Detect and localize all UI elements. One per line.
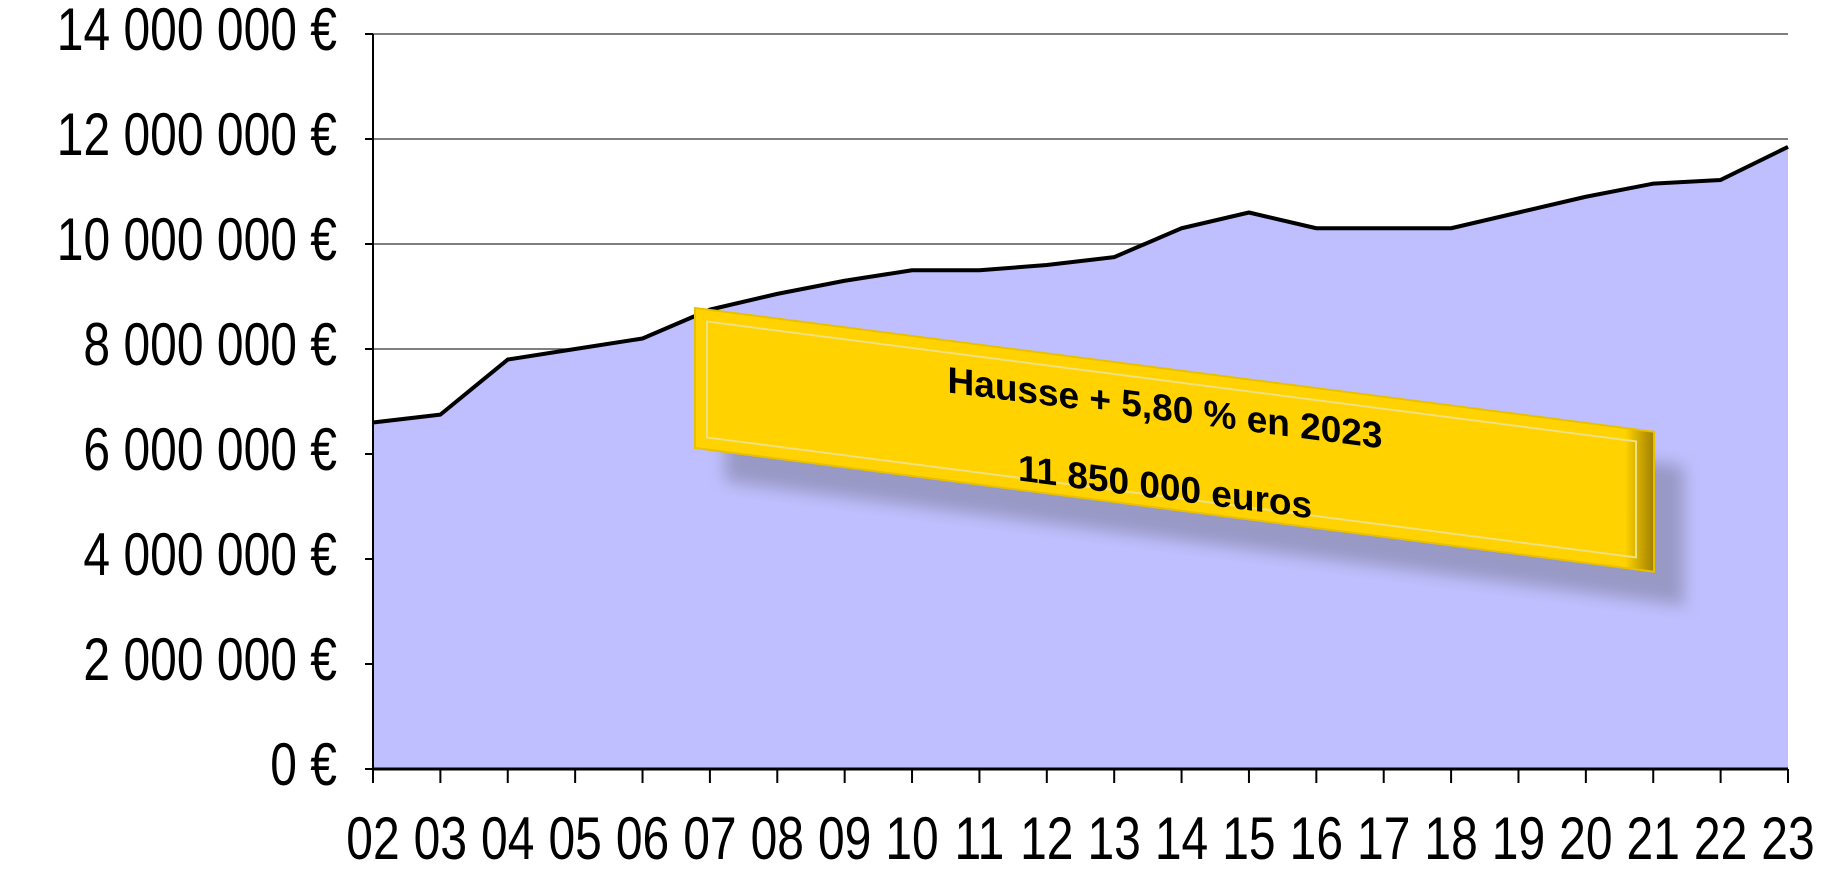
x-tick-label: 07 [683, 805, 736, 872]
x-tick-label: 09 [818, 805, 871, 872]
annotation: Hausse + 5,80 % en 2023 11 850 000 euros [694, 306, 1684, 606]
area-line [372, 145, 1789, 425]
x-tick-label: 06 [616, 805, 669, 872]
x-tick-label: 20 [1559, 805, 1612, 872]
x-tick-label: 18 [1424, 805, 1477, 872]
y-tick-label: 6 000 000 € [83, 416, 337, 483]
x-tick-label: 04 [481, 805, 534, 872]
x-tick-label: 21 [1627, 805, 1680, 872]
y-tick-label: 2 000 000 € [83, 626, 337, 693]
annotation-inner [706, 320, 1637, 559]
y-tick-label: 12 000 000 € [57, 101, 337, 168]
x-tick-label: 14 [1155, 805, 1208, 872]
x-tick-label: 10 [885, 805, 938, 872]
y-tick-label: 0 € [270, 731, 337, 798]
x-tick-label: 11 [955, 805, 1005, 872]
y-tick-label: 4 000 000 € [83, 521, 337, 588]
y-tick-label: 8 000 000 € [83, 311, 337, 378]
y-tick-label: 14 000 000 € [57, 0, 337, 63]
annotation-box [694, 306, 1655, 573]
x-tick-label: 16 [1290, 805, 1343, 872]
x-tick-label: 08 [751, 805, 804, 872]
x-tick-label: 13 [1087, 805, 1140, 872]
x-tick-label: 05 [548, 805, 601, 872]
y-tick-label: 10 000 000 € [57, 206, 337, 273]
x-tick-label: 19 [1492, 805, 1545, 872]
x-tick-label: 17 [1357, 805, 1410, 872]
x-tick-label: 23 [1761, 805, 1814, 872]
x-tick-label: 02 [346, 805, 399, 872]
x-tick-label: 22 [1694, 805, 1747, 872]
x-tick-label: 03 [414, 805, 467, 872]
x-tick-label: 15 [1222, 805, 1275, 872]
x-tick-label: 12 [1020, 805, 1073, 872]
